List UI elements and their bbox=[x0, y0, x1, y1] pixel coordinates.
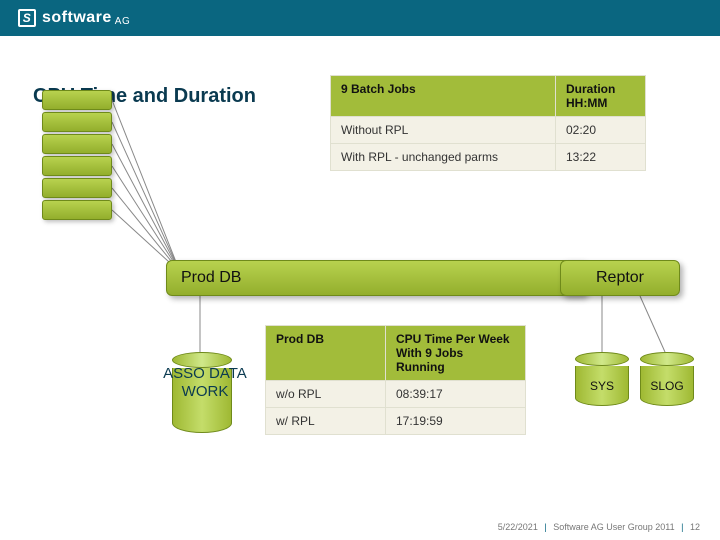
batch-job-box bbox=[42, 200, 112, 220]
batch-job-box bbox=[42, 134, 112, 154]
proddb-box: Prod DB bbox=[166, 260, 586, 296]
asso-cylinder-label: ASSO DATA WORK bbox=[150, 365, 260, 401]
table-header: CPU Time Per Week With 9 Jobs Running bbox=[386, 326, 526, 381]
table-header: Prod DB bbox=[266, 326, 386, 381]
batch-job-box bbox=[42, 112, 112, 132]
brand-name: software bbox=[42, 9, 112, 27]
asso-label-line2: WORK bbox=[182, 383, 229, 400]
batch-job-box bbox=[42, 156, 112, 176]
footer-date: 5/22/2021 bbox=[498, 522, 538, 532]
reptor-box: Reptor bbox=[560, 260, 680, 296]
cputime-table: Prod DB CPU Time Per Week With 9 Jobs Ru… bbox=[265, 325, 526, 435]
footer-event: Software AG User Group 2011 bbox=[553, 522, 674, 532]
duration-table: 9 Batch Jobs Duration HH:MM Without RPL … bbox=[330, 75, 646, 171]
slog-cylinder: SLOG bbox=[640, 352, 694, 406]
table-cell: 02:20 bbox=[556, 117, 646, 144]
brand-suffix: AG bbox=[115, 16, 130, 27]
table-cell: w/ RPL bbox=[266, 408, 386, 435]
table-cell: 08:39:17 bbox=[386, 381, 526, 408]
table-cell: 17:19:59 bbox=[386, 408, 526, 435]
table-cell: 13:22 bbox=[556, 144, 646, 171]
batch-job-box bbox=[42, 90, 112, 110]
table-cell: With RPL - unchanged parms bbox=[331, 144, 556, 171]
batch-job-box bbox=[42, 178, 112, 198]
slog-label: SLOG bbox=[650, 379, 683, 393]
logo-initial: S bbox=[23, 11, 32, 25]
brand-logo: S software AG bbox=[18, 7, 130, 29]
table-header: 9 Batch Jobs bbox=[331, 76, 556, 117]
slide-footer: 5/22/2021 | Software AG User Group 2011 … bbox=[498, 522, 700, 532]
table-cell: w/o RPL bbox=[266, 381, 386, 408]
sys-cylinder: SYS bbox=[575, 352, 629, 406]
reptor-label: Reptor bbox=[596, 269, 644, 287]
table-header: Duration HH:MM bbox=[556, 76, 646, 117]
sys-label: SYS bbox=[590, 379, 614, 393]
table-cell: Without RPL bbox=[331, 117, 556, 144]
proddb-label: Prod DB bbox=[181, 269, 241, 287]
logo-frame-icon: S bbox=[18, 9, 36, 27]
footer-page: 12 bbox=[690, 522, 700, 532]
